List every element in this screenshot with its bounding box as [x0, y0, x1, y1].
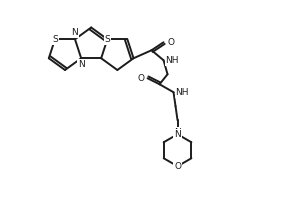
Text: N: N: [72, 28, 78, 37]
Text: NH: NH: [176, 88, 189, 97]
Text: N: N: [78, 60, 85, 69]
Text: N: N: [174, 128, 181, 137]
Text: S: S: [52, 35, 58, 44]
Text: O: O: [167, 38, 175, 47]
Text: NH: NH: [166, 56, 179, 65]
Text: O: O: [174, 162, 181, 171]
Text: O: O: [137, 74, 145, 83]
Text: S: S: [104, 35, 110, 44]
Text: N: N: [174, 130, 181, 139]
